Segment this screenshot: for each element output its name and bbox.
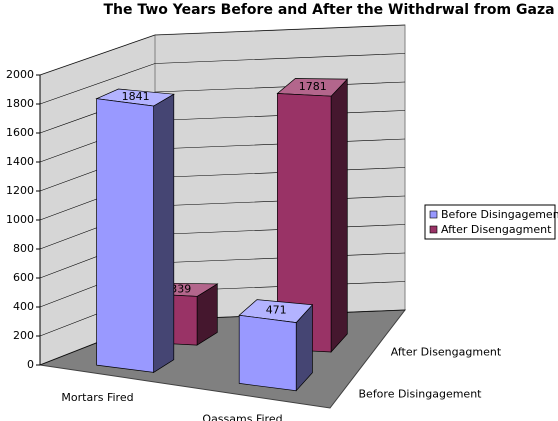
- data-label: 339: [170, 282, 191, 295]
- y-tick-label: 2000: [6, 68, 34, 81]
- bar: [96, 98, 154, 373]
- y-tick-label: 400: [13, 300, 34, 313]
- bar-side: [330, 78, 348, 353]
- legend-swatch: [429, 225, 438, 234]
- bar: [238, 314, 297, 392]
- y-tick-label: 800: [13, 242, 34, 255]
- legend-label: Before Disingagement: [441, 208, 558, 221]
- grid-line: [39, 24, 406, 76]
- y-tick-label: 200: [13, 329, 34, 342]
- data-label: 1841: [122, 90, 150, 103]
- data-label: 471: [266, 304, 287, 317]
- legend-swatch: [429, 210, 438, 219]
- y-tick-label: 600: [13, 271, 34, 284]
- z-tick-label: Before Disingagement: [359, 387, 483, 400]
- y-tick-label: 1400: [6, 155, 34, 168]
- y-tick-label: 1200: [6, 184, 34, 197]
- x-tick-label: Mortars Fired: [61, 391, 133, 404]
- bar-side: [153, 93, 175, 374]
- x-tick-label: Qassams Fired: [202, 412, 282, 421]
- legend-box: [424, 204, 556, 240]
- y-tick-label: 1600: [6, 126, 34, 139]
- legend-label: After Disengagment: [441, 223, 552, 236]
- chart-title: The Two Years Before and After the Withd…: [103, 2, 554, 18]
- grid-line: [39, 53, 406, 105]
- data-label: 1781: [299, 80, 327, 93]
- z-tick-label: After Disengagment: [391, 345, 502, 358]
- y-tick-label: 1800: [6, 97, 34, 110]
- y-tick-label: 0: [27, 358, 34, 371]
- y-tick-label: 1000: [6, 213, 34, 226]
- bar: [277, 93, 332, 353]
